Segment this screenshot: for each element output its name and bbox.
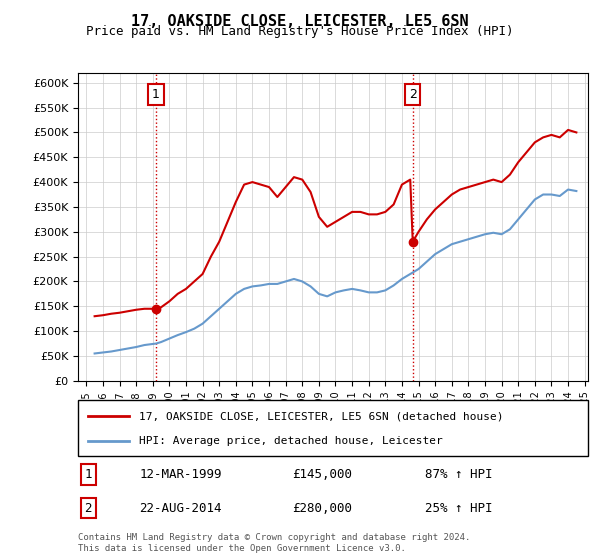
- Text: Contains HM Land Registry data © Crown copyright and database right 2024.
This d: Contains HM Land Registry data © Crown c…: [78, 533, 470, 553]
- Text: 87% ↑ HPI: 87% ↑ HPI: [425, 468, 493, 481]
- Text: £280,000: £280,000: [292, 502, 352, 515]
- Text: 25% ↑ HPI: 25% ↑ HPI: [425, 502, 493, 515]
- Text: HPI: Average price, detached house, Leicester: HPI: Average price, detached house, Leic…: [139, 436, 443, 446]
- Text: 2: 2: [85, 502, 92, 515]
- Text: 17, OAKSIDE CLOSE, LEICESTER, LE5 6SN (detached house): 17, OAKSIDE CLOSE, LEICESTER, LE5 6SN (d…: [139, 411, 504, 421]
- Text: 1: 1: [85, 468, 92, 481]
- Text: 17, OAKSIDE CLOSE, LEICESTER, LE5 6SN: 17, OAKSIDE CLOSE, LEICESTER, LE5 6SN: [131, 14, 469, 29]
- Text: £145,000: £145,000: [292, 468, 352, 481]
- Text: 12-MAR-1999: 12-MAR-1999: [139, 468, 222, 481]
- Text: 22-AUG-2014: 22-AUG-2014: [139, 502, 222, 515]
- Text: 1: 1: [152, 88, 160, 101]
- FancyBboxPatch shape: [78, 400, 588, 456]
- Text: Price paid vs. HM Land Registry's House Price Index (HPI): Price paid vs. HM Land Registry's House …: [86, 25, 514, 38]
- Text: 2: 2: [409, 88, 416, 101]
